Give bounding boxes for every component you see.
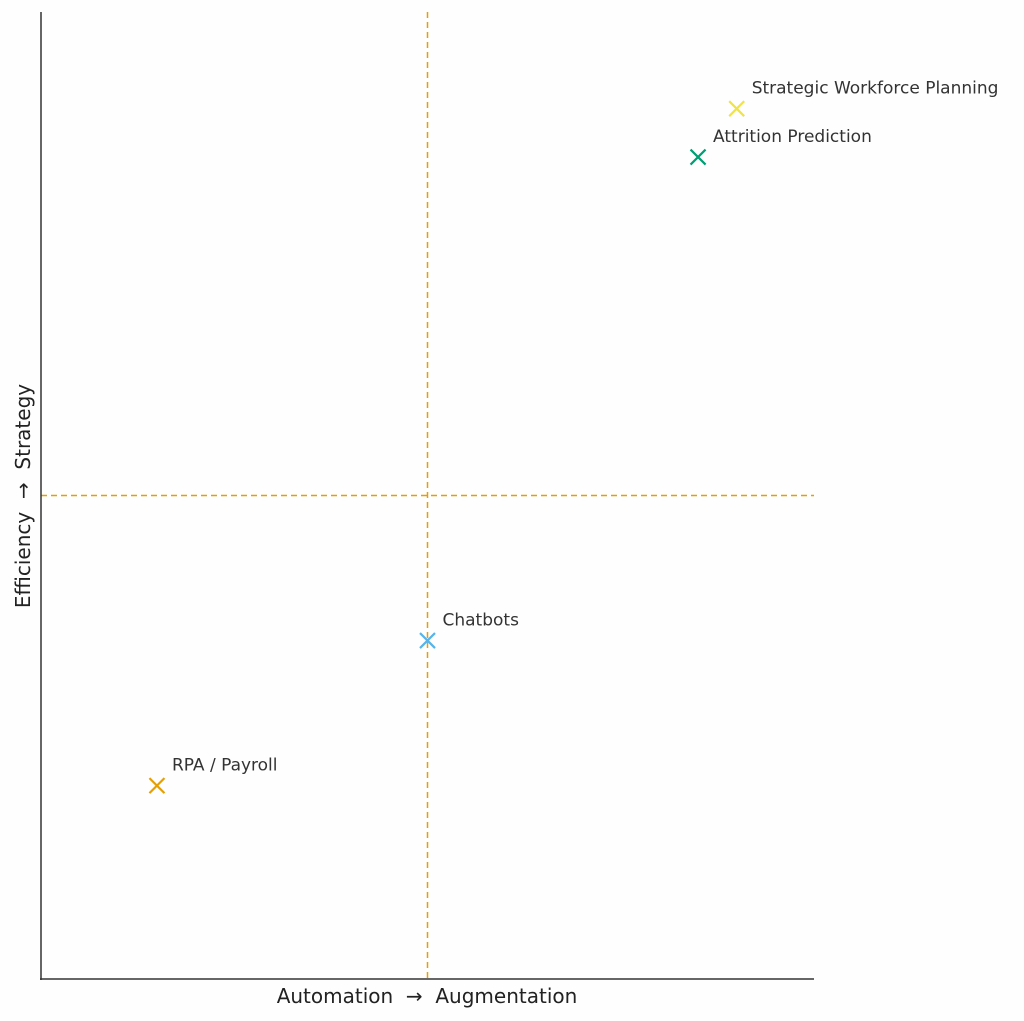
point-label: Chatbots <box>443 611 520 631</box>
x-axis-label: Automation → Augmentation <box>277 984 578 1008</box>
x-marker <box>689 148 707 166</box>
data-point: Chatbots <box>419 611 520 649</box>
point-label: Attrition Prediction <box>713 127 872 147</box>
data-point: Strategic Workforce Planning <box>728 79 999 117</box>
data-point: Attrition Prediction <box>689 127 872 166</box>
x-marker <box>728 100 745 117</box>
x-marker <box>148 777 166 794</box>
x-marker <box>419 632 436 649</box>
point-label: Strategic Workforce Planning <box>752 79 999 99</box>
y-axis-label: Efficiency → Strategy <box>11 384 35 608</box>
data-point: RPA / Payroll <box>148 756 278 794</box>
point-label: RPA / Payroll <box>172 756 278 776</box>
